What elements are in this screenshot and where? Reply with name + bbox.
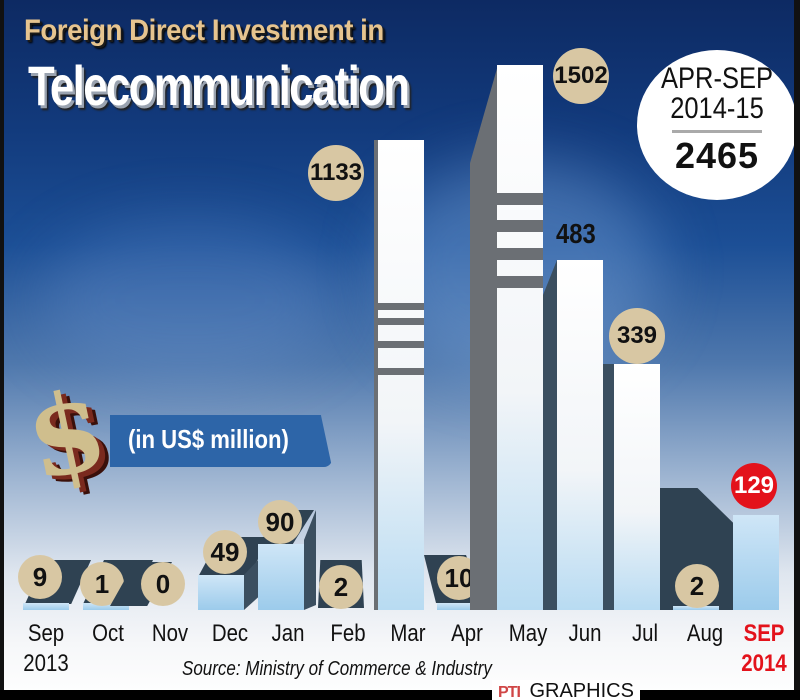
month-label: Feb bbox=[330, 620, 366, 647]
background-glow bbox=[40, 220, 340, 380]
dollar-icon: $ bbox=[15, 363, 118, 506]
frame-border bbox=[794, 0, 800, 700]
total-circle: APR-SEP 2014-15 2465 bbox=[637, 50, 797, 200]
month-label: Jan bbox=[271, 620, 305, 647]
unit-label: (in US$ million) bbox=[128, 424, 289, 454]
value-badge: 2 bbox=[675, 564, 719, 608]
month-label: Nov bbox=[151, 620, 189, 647]
year-label: 2013 bbox=[23, 650, 69, 677]
frame-border bbox=[0, 0, 4, 700]
month-label: Dec bbox=[211, 620, 249, 647]
year-label-highlight: 2014 bbox=[741, 650, 787, 677]
month-label: May bbox=[508, 620, 548, 647]
total-value: 2465 bbox=[674, 135, 760, 176]
credit: PTI GRAPHICS bbox=[492, 680, 640, 700]
value-badge: 2 bbox=[319, 565, 363, 609]
title-line1: Foreign Direct Investment in bbox=[24, 14, 384, 47]
month-label: Jun bbox=[568, 620, 602, 647]
month-label-highlight: SEP bbox=[743, 620, 785, 647]
value-badge: 0 bbox=[141, 562, 185, 606]
month-label: Jul bbox=[631, 620, 659, 647]
month-label: Apr bbox=[451, 620, 483, 647]
unit-banner bbox=[110, 415, 332, 467]
value-badge: 339 bbox=[609, 308, 665, 364]
title-line2: Telecommunication bbox=[28, 54, 410, 117]
value-badge: 90 bbox=[258, 500, 302, 544]
month-label: Oct bbox=[92, 620, 124, 647]
total-period-line2: 2014-15 bbox=[670, 92, 764, 125]
value-label: 483 bbox=[556, 218, 596, 249]
total-divider bbox=[672, 130, 762, 133]
value-badge-highlight: 129 bbox=[731, 463, 777, 509]
value-badge: 1502 bbox=[553, 48, 609, 104]
value-badge: 9 bbox=[18, 555, 62, 599]
month-label: Sep bbox=[27, 620, 65, 647]
source-note: Source: Ministry of Commerce & Industry bbox=[182, 658, 492, 680]
value-badge: 1133 bbox=[308, 145, 364, 201]
total-period-line1: APR-SEP bbox=[661, 62, 773, 95]
month-label: Mar bbox=[390, 620, 426, 647]
month-label: Aug bbox=[686, 620, 724, 647]
credit-label: GRAPHICS bbox=[529, 680, 634, 700]
pti-logo-icon: PTI bbox=[498, 684, 521, 700]
value-badge: 49 bbox=[203, 530, 247, 574]
frame-border bbox=[0, 690, 800, 700]
